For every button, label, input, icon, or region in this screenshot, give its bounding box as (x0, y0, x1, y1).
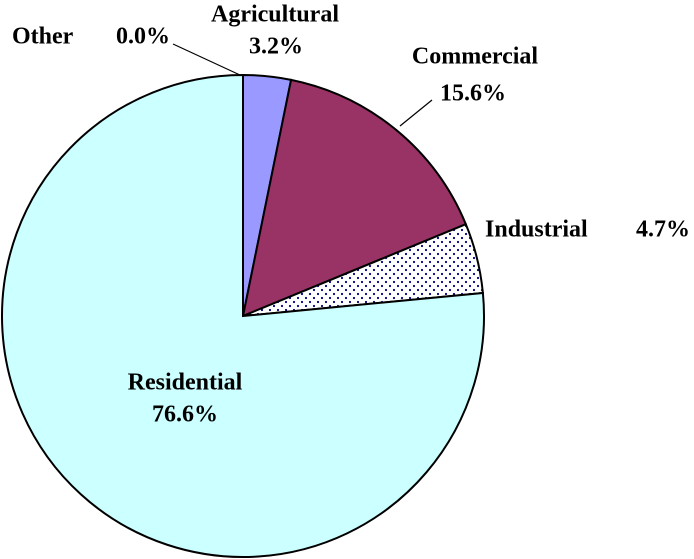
slice-value-label: 3.2% (249, 34, 303, 60)
slice-label: Commercial (412, 44, 539, 70)
pie-slice (241, 78, 468, 318)
slice-label: Agricultural (211, 2, 339, 28)
slice-value-label: 15.6% (440, 81, 506, 107)
slice-label: Industrial (485, 217, 588, 243)
slices (1, 73, 485, 558)
slice-value-label: 76.6% (152, 402, 218, 428)
slice-label: Other (12, 24, 74, 50)
leader-line (172, 43, 241, 76)
slice-value-label: 0.0% (116, 24, 170, 50)
leader-line (399, 99, 433, 127)
slice-value-label: 4.7% (636, 217, 690, 243)
slice-label: Residential (128, 370, 243, 396)
pie-slice (1, 73, 485, 558)
